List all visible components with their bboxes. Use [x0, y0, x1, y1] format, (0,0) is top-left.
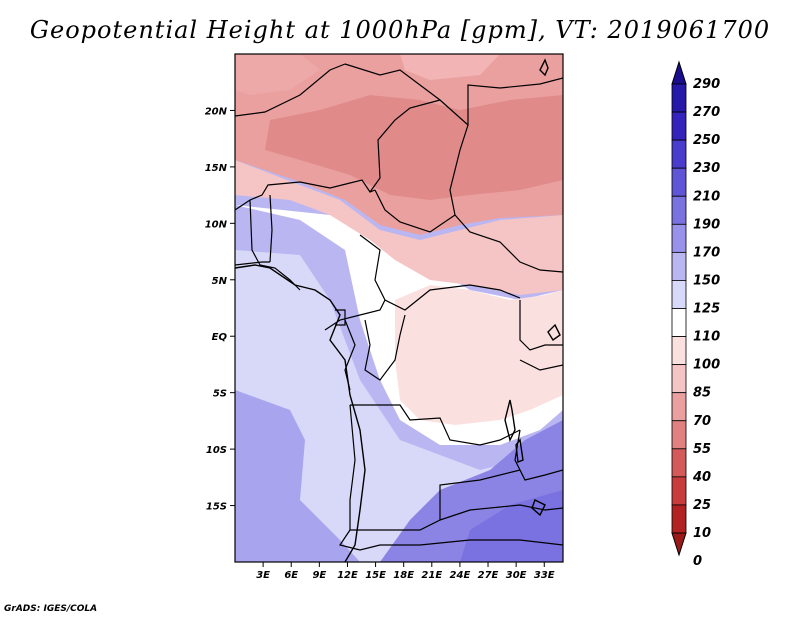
x-tick-label: 33E	[534, 570, 555, 581]
field-north-core	[265, 95, 563, 200]
colorbar-label: 230	[693, 161, 720, 176]
colorbar-swatch	[671, 139, 687, 169]
field-southwest	[235, 390, 360, 562]
x-tick-label: 18E	[393, 570, 414, 581]
field-sahel-south	[235, 160, 563, 295]
colorbar-label: 170	[693, 245, 720, 260]
country-borders	[235, 63, 563, 551]
y-tick-label: 15N	[205, 163, 228, 174]
y-tick-label: 5N	[212, 276, 228, 287]
x-tick-label: 24E	[450, 570, 471, 581]
colorbar-label: 0	[693, 554, 702, 569]
colorbar-swatch	[671, 364, 687, 394]
field-northwest	[235, 54, 320, 95]
colorbar-label: 55	[693, 442, 711, 457]
colorbar-swatch	[671, 83, 687, 113]
colorbar-swatch	[671, 280, 687, 309]
y-tick-label: 15S	[206, 502, 227, 513]
chart-title: Geopotential Height at 1000hPa [gpm], VT…	[29, 16, 771, 44]
x-axis: 3E 6E 9E 12E 15E 18E 21E 24E 27E 30E 33E	[256, 562, 555, 581]
y-axis: 20N 15N 10N 5N EQ 5S 10S 15S	[205, 106, 235, 513]
field-north-top	[400, 54, 500, 80]
colorbar-swatch	[671, 308, 687, 337]
y-tick-label: 5S	[213, 389, 227, 400]
colorbar-label: 150	[693, 273, 720, 288]
x-tick-label: 15E	[365, 570, 386, 581]
colorbar-label: 250	[693, 133, 720, 148]
map-field	[235, 54, 563, 562]
field-congo-basin	[395, 285, 563, 425]
colorbar-label: 125	[693, 302, 720, 317]
colorbar-label: 70	[693, 414, 711, 429]
grads-credit: GrADS: IGES/COLA	[4, 604, 98, 614]
colorbar-swatch	[671, 420, 687, 450]
colorbar-label: 100	[693, 358, 720, 373]
colorbar: 2902702502302101901701501251101008570554…	[671, 60, 720, 569]
x-tick-label: 27E	[478, 570, 499, 581]
colorbar-swatch	[671, 167, 687, 197]
y-tick-label: 10S	[206, 445, 227, 456]
colorbar-label: 110	[693, 330, 720, 345]
y-tick-label: 20N	[205, 106, 228, 117]
coastlines	[235, 58, 561, 562]
colorbar-swatch	[671, 476, 687, 506]
y-tick-label: EQ	[212, 332, 228, 343]
colorbar-label: 40	[692, 470, 711, 485]
colorbar-swatch	[671, 251, 687, 281]
x-tick-label: 6E	[284, 570, 298, 581]
colorbar-swatch	[671, 336, 687, 366]
colorbar-swatch	[671, 195, 687, 225]
colorbar-label: 270	[693, 105, 720, 120]
colorbar-label: 210	[693, 189, 720, 204]
x-tick-label: 21E	[421, 570, 442, 581]
map-frame	[234, 53, 564, 563]
x-tick-label: 9E	[312, 570, 326, 581]
colorbar-swatch	[671, 392, 687, 422]
y-tick-label: 10N	[205, 219, 228, 230]
colorbar-label: 25	[693, 498, 711, 513]
colorbar-swatch	[671, 223, 687, 253]
colorbar-bottom-arrow	[671, 532, 687, 557]
colorbar-label: 290	[693, 77, 720, 92]
colorbar-swatch	[671, 448, 687, 478]
x-tick-label: 12E	[337, 570, 358, 581]
x-tick-label: 3E	[256, 570, 270, 581]
colorbar-top-arrow	[671, 60, 687, 85]
colorbar-label: 190	[693, 217, 720, 232]
x-tick-label: 30E	[506, 570, 527, 581]
colorbar-swatch	[671, 504, 687, 534]
colorbar-label: 10	[693, 526, 711, 541]
colorbar-label: 85	[693, 386, 711, 401]
colorbar-swatch	[671, 111, 687, 141]
